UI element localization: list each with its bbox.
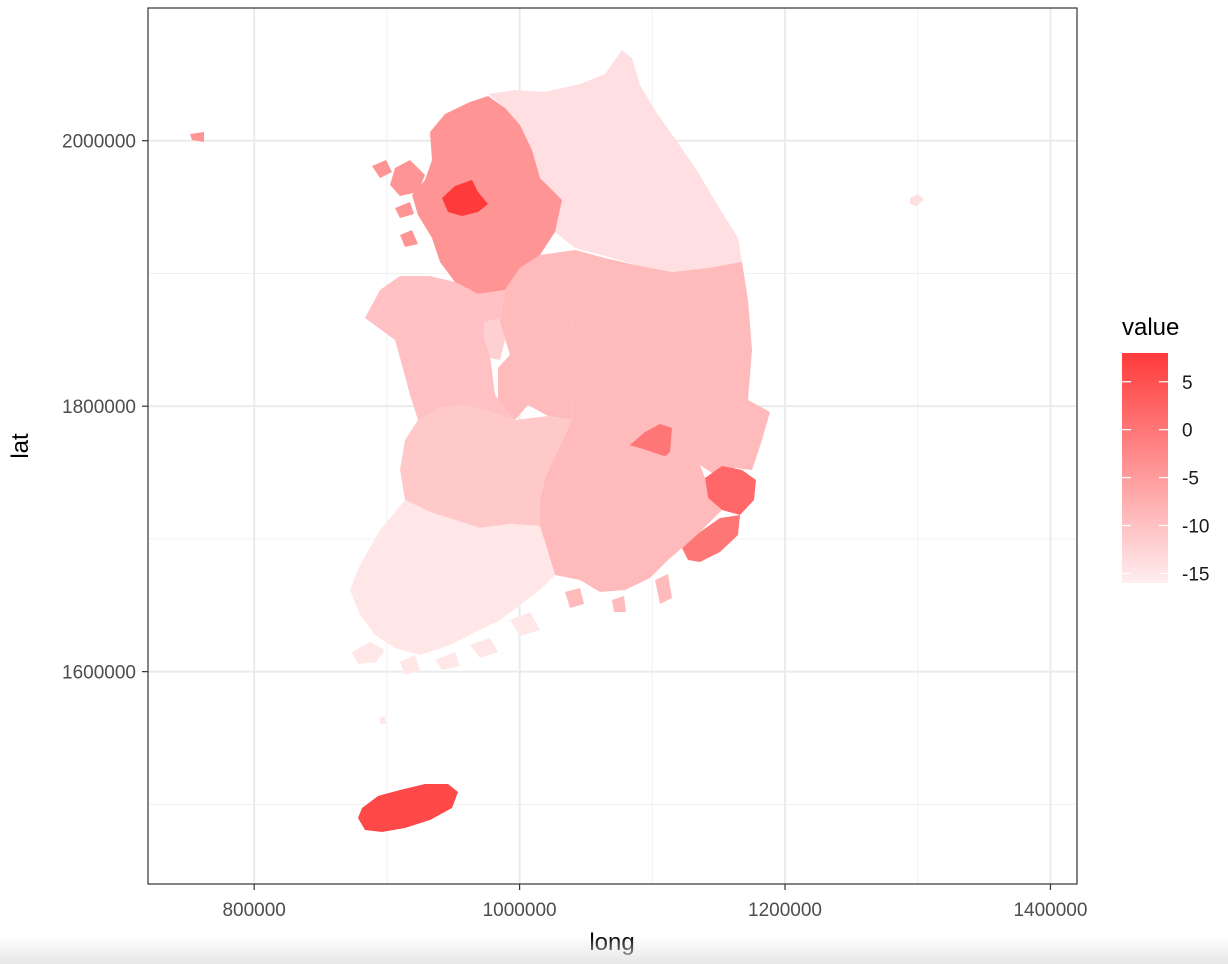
region-seoul — [442, 180, 488, 216]
region-jeonnam — [350, 500, 555, 655]
map-regions — [190, 50, 924, 832]
legend-title: value — [1122, 314, 1179, 341]
legend-break-label: -15 — [1182, 564, 1209, 585]
legend-break-label: -5 — [1182, 469, 1199, 490]
region-chungbuk — [498, 250, 605, 420]
region-gangwon — [488, 50, 742, 272]
y-axis: 1600000 1800000 2000000 — [62, 132, 148, 684]
region-gyeongnam — [540, 420, 722, 592]
legend-break-label: 5 — [1182, 373, 1193, 394]
x-tick-label: 1200000 — [748, 900, 822, 921]
legend-colorbar — [1122, 353, 1168, 583]
x-axis: 800000 1000000 1200000 1400000 — [222, 884, 1087, 921]
region-sejong — [484, 318, 505, 360]
legend-ticks: 5 0 -5 -10 -15 — [1122, 373, 1209, 585]
y-tick-label: 1600000 — [62, 663, 136, 684]
region-busan — [682, 515, 740, 562]
y-tick-label: 2000000 — [62, 132, 136, 153]
region-gyeongnam-islands — [565, 574, 672, 612]
x-tick-label: 1400000 — [1013, 900, 1087, 921]
region-gyeongbuk — [565, 258, 770, 475]
y-tick-label: 1800000 — [62, 397, 136, 418]
region-chungnam — [365, 276, 515, 420]
x-tick-label: 800000 — [222, 900, 285, 921]
region-jeonnam-islands — [352, 612, 540, 724]
plot-panel-border — [147, 7, 1078, 885]
bottom-fade — [0, 936, 1228, 964]
region-gyeonggi — [412, 96, 562, 294]
y-axis-title: lat — [7, 433, 34, 459]
legend-break-label: 0 — [1182, 421, 1193, 442]
region-incheon — [390, 160, 425, 196]
region-dokdo — [910, 194, 924, 206]
x-tick-label: 1000000 — [483, 900, 557, 921]
legend-break-label: -10 — [1182, 517, 1209, 538]
legend: value 5 0 -5 -10 -15 — [1122, 314, 1209, 585]
region-jeonbuk — [400, 405, 572, 528]
region-ulsan — [705, 466, 756, 515]
region-jeju — [358, 784, 458, 832]
